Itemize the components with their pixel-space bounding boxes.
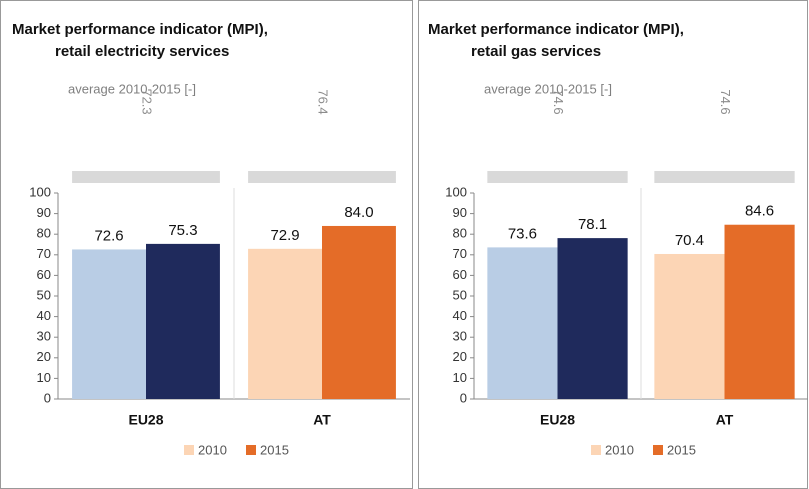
- bar: [322, 225, 396, 399]
- average-label: 72.3: [140, 89, 155, 114]
- y-tick-label: 0: [460, 390, 467, 405]
- value-label: 72.9: [270, 227, 299, 244]
- y-tick-label: 20: [453, 349, 467, 364]
- value-label: 75.3: [168, 222, 197, 239]
- y-tick-label: 50: [37, 287, 51, 302]
- average-bar: [487, 171, 628, 183]
- bar: [487, 247, 558, 399]
- chart-title: retail electricity services: [55, 43, 229, 60]
- legend-label: 2015: [667, 442, 696, 457]
- bar: [557, 238, 628, 399]
- y-tick-label: 0: [44, 390, 51, 405]
- legend-swatch: [246, 445, 256, 455]
- y-tick-label: 80: [37, 226, 51, 241]
- legend-swatch: [591, 445, 601, 455]
- x-tick-label: EU28: [540, 412, 575, 428]
- average-bar: [72, 171, 220, 183]
- y-tick-label: 90: [37, 205, 51, 220]
- y-tick-label: 80: [453, 226, 467, 241]
- value-label: 84.6: [745, 203, 774, 220]
- y-tick-label: 10: [453, 370, 467, 385]
- legend-swatch: [184, 445, 194, 455]
- y-tick-label: 10: [37, 370, 51, 385]
- x-tick-label: AT: [313, 412, 331, 428]
- y-tick-label: 100: [29, 184, 51, 199]
- y-tick-label: 60: [453, 267, 467, 282]
- average-bar: [248, 171, 396, 183]
- value-label: 78.1: [578, 216, 607, 233]
- x-tick-label: AT: [716, 412, 734, 428]
- value-label: 72.6: [94, 227, 123, 244]
- value-label: 84.0: [344, 204, 373, 221]
- y-tick-label: 100: [445, 184, 467, 199]
- y-tick-label: 40: [453, 308, 467, 323]
- subtitle: average 2010-2015 [-]: [68, 81, 196, 96]
- y-tick-label: 60: [37, 267, 51, 282]
- y-tick-label: 30: [453, 329, 467, 344]
- value-label: 70.4: [675, 232, 704, 249]
- y-tick-label: 90: [453, 205, 467, 220]
- bar: [654, 253, 725, 399]
- subtitle: average 2010-2015 [-]: [484, 81, 612, 96]
- bar: [724, 224, 795, 399]
- bar: [248, 248, 322, 399]
- value-label: 73.6: [508, 225, 537, 242]
- bar: [72, 249, 146, 399]
- chart-title: retail gas services: [471, 43, 601, 60]
- y-tick-label: 20: [37, 349, 51, 364]
- average-label: 74.6: [551, 89, 566, 114]
- average-label: 74.6: [718, 89, 733, 114]
- chart-title: Market performance indicator (MPI),: [428, 21, 684, 38]
- legend-label: 2010: [605, 442, 634, 457]
- x-tick-label: EU28: [128, 412, 163, 428]
- y-tick-label: 30: [37, 329, 51, 344]
- legend-swatch: [653, 445, 663, 455]
- y-tick-label: 40: [37, 308, 51, 323]
- bar: [146, 243, 220, 399]
- chart-title: Market performance indicator (MPI),: [12, 21, 268, 38]
- y-tick-label: 70: [453, 246, 467, 261]
- y-tick-label: 70: [37, 246, 51, 261]
- y-tick-label: 50: [453, 287, 467, 302]
- legend-label: 2015: [260, 442, 289, 457]
- average-bar: [654, 171, 795, 183]
- average-label: 76.4: [316, 89, 331, 114]
- legend-label: 2010: [198, 442, 227, 457]
